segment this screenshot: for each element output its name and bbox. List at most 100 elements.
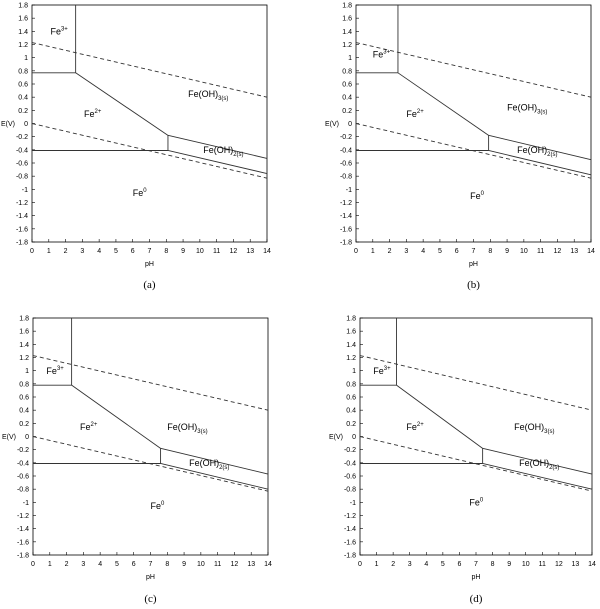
region-label-subscript: 3(s) (537, 109, 547, 115)
dashed-boundary-line (359, 355, 593, 411)
y-tick-label: 0.2 (342, 108, 352, 115)
y-tick-label: 0.8 (19, 381, 29, 388)
y-tick-label: -0.8 (16, 174, 28, 181)
region-label-superscript: 0 (161, 501, 165, 507)
y-tick-label: 0.4 (19, 408, 29, 415)
region-label: Fe(OH)3(s) (514, 422, 554, 435)
dashed-boundary-line (355, 42, 592, 98)
x-axis-label: pH (146, 574, 155, 581)
region-label: Fe2+ (406, 422, 424, 432)
x-tick-label: 8 (164, 248, 168, 255)
x-tick-label: 12 (555, 561, 563, 568)
region-label-main: Fe (151, 501, 162, 511)
region-label: Fe2+ (80, 422, 98, 432)
y-tick-label: 0 (24, 121, 28, 128)
region-label-subscript: 2(s) (219, 465, 229, 471)
x-tick-label: 5 (441, 561, 445, 568)
region-label-superscript: 3+ (383, 50, 390, 56)
y-tick-label: -1 (22, 187, 28, 194)
region-label: Fe3+ (50, 27, 68, 37)
region-label-subscript: 2(s) (547, 152, 557, 158)
dashed-boundary-line (355, 123, 592, 179)
panel-caption: (c) (144, 593, 157, 605)
y-tick-label: -1 (350, 500, 356, 507)
solid-boundary-line (160, 463, 269, 490)
region-label-main: Fe (470, 191, 481, 201)
x-tick-label: 14 (263, 248, 271, 255)
y-tick-label: 0 (348, 121, 352, 128)
region-label-main: Fe (46, 366, 57, 376)
x-tick-label: 14 (588, 561, 596, 568)
y-tick-label: -1.8 (17, 553, 29, 560)
x-tick-label: 11 (539, 561, 546, 568)
x-axis-label: pH (145, 261, 154, 268)
y-tick-label: -1.4 (17, 526, 29, 533)
region-label-main: Fe(OH) (517, 145, 547, 155)
y-tick-label: -0.4 (16, 147, 28, 154)
y-axis-label: E(V) (2, 434, 16, 441)
chart-panel-2: 0 1 2 3 4 5 6 7 8 9 10 11 12 13 141.81.61.41.210.80.60… (325, 3, 595, 292)
solid-boundary-line (167, 150, 268, 174)
dashed-boundary-line (32, 436, 269, 492)
x-tick-label: 12 (230, 248, 238, 255)
y-tick-label: -0.2 (344, 447, 356, 454)
x-tick-label: 1 (47, 248, 51, 255)
region-label-main: Fe (406, 109, 417, 119)
region-label-subscript: 2(s) (549, 465, 559, 471)
plot-frame (359, 317, 593, 556)
y-tick-label: -1.2 (344, 513, 356, 520)
region-label-main: Fe (80, 422, 91, 432)
x-tick-label: 7 (149, 561, 153, 568)
x-tick-label: 4 (97, 248, 101, 255)
region-label-superscript: 3+ (384, 366, 391, 372)
x-tick-label: 1 (375, 561, 379, 568)
y-tick-label: -1.2 (16, 200, 28, 207)
region-label-main: Fe (373, 50, 384, 60)
y-tick-label: 0.8 (346, 381, 356, 388)
x-tick-label: 2 (65, 561, 69, 568)
x-tick-label: 8 (491, 561, 495, 568)
x-tick-label: 7 (474, 561, 478, 568)
region-label-main: Fe (133, 188, 144, 198)
x-tick-label: 13 (572, 561, 580, 568)
region-label: Fe0 (151, 501, 166, 511)
region-label-main: Fe (50, 27, 61, 37)
x-tick-label: 11 (213, 248, 220, 255)
region-label-superscript: 0 (481, 191, 485, 197)
y-tick-label: -1.8 (344, 553, 356, 560)
x-tick-label: 14 (264, 561, 272, 568)
y-tick-label: 0.8 (342, 68, 352, 75)
y-tick-label: -0.6 (344, 474, 356, 481)
x-tick-label: 0 (31, 561, 35, 568)
y-tick-label: 0.4 (18, 95, 28, 102)
x-axis-label: pH (472, 574, 481, 581)
x-tick-label: 2 (391, 561, 395, 568)
y-tick-label: 0.6 (19, 395, 29, 402)
y-tick-label: -1.2 (340, 200, 352, 207)
y-tick-label: 1 (24, 55, 28, 62)
region-label-superscript: 2+ (417, 422, 424, 428)
solid-boundary-line (160, 447, 269, 475)
solid-boundary-line (488, 150, 592, 176)
y-tick-label: -0.8 (344, 487, 356, 494)
x-tick-label: 3 (80, 248, 84, 255)
x-tick-label: 13 (246, 248, 254, 255)
region-label: Fe0 (469, 498, 484, 508)
y-tick-label: 1.6 (19, 329, 29, 336)
x-tick-label: 0 (30, 248, 34, 255)
solid-boundary-line (482, 447, 593, 475)
x-tick-label: 4 (424, 561, 428, 568)
x-axis-label: pH (469, 261, 478, 268)
chart-panel-3: 0 1 2 3 4 5 6 7 8 9 10 11 12 13 141.81.61.41.210.80.60… (2, 316, 272, 606)
x-tick-label: 1 (48, 561, 52, 568)
y-tick-label: -1.4 (344, 526, 356, 533)
x-tick-label: 8 (488, 248, 492, 255)
region-label: Fe(OH)3(s) (188, 89, 228, 102)
x-tick-label: 0 (358, 561, 362, 568)
y-tick-label: -0.6 (340, 161, 352, 168)
region-label-main: Fe (469, 498, 480, 508)
y-axis-label: E(V) (1, 121, 15, 128)
x-tick-label: 0 (354, 248, 358, 255)
plot-frame (355, 4, 592, 243)
